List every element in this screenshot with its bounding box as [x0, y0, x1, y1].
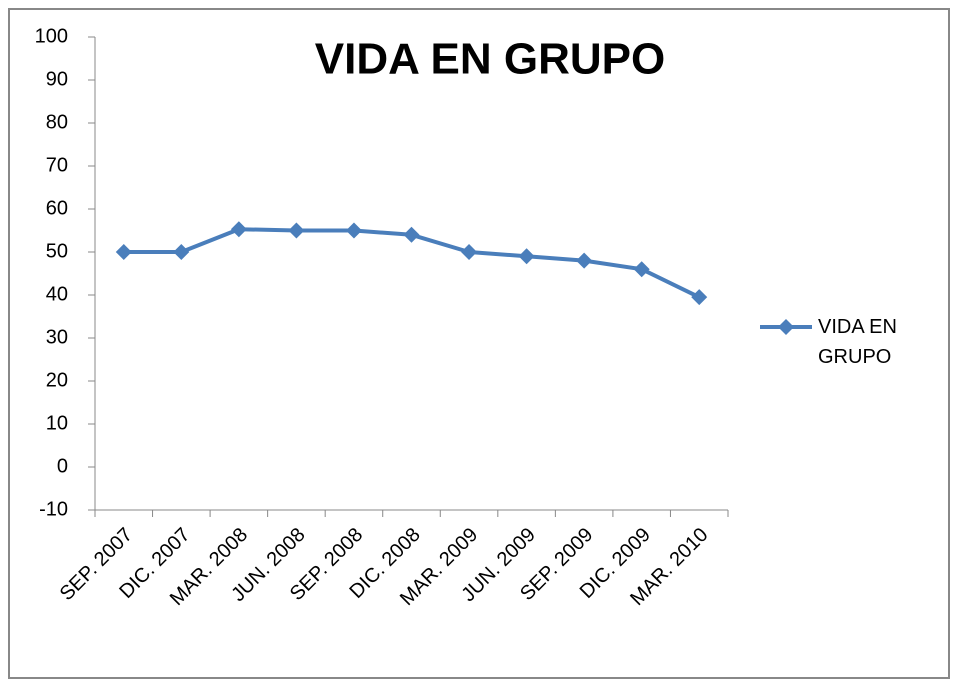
- point-marker: [691, 289, 708, 306]
- y-tick-label: 90: [46, 68, 68, 90]
- point-marker: [576, 252, 593, 269]
- point-marker: [173, 244, 190, 260]
- chart-title: VIDA EN GRUPO: [315, 35, 665, 84]
- y-tick-label: 0: [57, 455, 68, 477]
- legend-text-box: VIDA EN GRUPO: [818, 316, 897, 368]
- y-tick-label: 10: [46, 412, 68, 434]
- y-tick-label: -10: [39, 498, 68, 520]
- point-marker: [633, 261, 650, 278]
- point-marker: [403, 226, 420, 243]
- point-marker: [518, 248, 535, 265]
- legend-label: VIDA EN GRUPO: [818, 316, 897, 368]
- y-tick-label: 80: [46, 111, 68, 133]
- point-marker: [115, 244, 132, 260]
- point-marker: [461, 244, 478, 260]
- frame: [8, 8, 950, 679]
- y-tick-label: 30: [46, 326, 68, 348]
- y-tick-label: 100: [35, 25, 68, 47]
- y-tick-label: 40: [46, 283, 68, 305]
- y-tick-label: 50: [46, 240, 68, 262]
- y-tick-label: 60: [46, 197, 68, 219]
- y-tick-label: 70: [46, 154, 68, 176]
- point-marker: [345, 222, 362, 239]
- point-marker: [288, 222, 305, 239]
- y-tick-label: 20: [46, 369, 68, 391]
- point-marker: [230, 221, 247, 238]
- legend-marker: [778, 319, 794, 335]
